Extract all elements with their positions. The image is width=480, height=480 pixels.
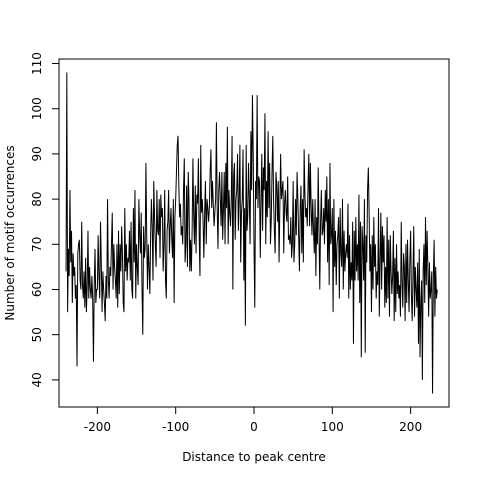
y-axis: 40 50 60 70 80 90 100 110 <box>30 52 60 388</box>
plot-area <box>65 72 438 394</box>
y-tick-label: 50 <box>30 327 44 342</box>
y-tick-label: 60 <box>30 282 44 297</box>
y-tick-label: 80 <box>30 191 44 206</box>
y-tick-label: 90 <box>30 146 44 161</box>
x-tick-label: 0 <box>250 420 258 434</box>
y-tick-label: 100 <box>30 97 44 120</box>
y-tick-label: 70 <box>30 237 44 252</box>
y-tick-label: 40 <box>30 372 44 387</box>
x-axis-label: Distance to peak centre <box>182 450 326 464</box>
y-axis-label: Number of motif occurrences <box>3 145 17 320</box>
x-axis: -200 -100 0 100 200 <box>84 406 422 434</box>
x-tick-label: -100 <box>162 420 189 434</box>
x-tick-label: -200 <box>84 420 111 434</box>
x-tick-label: 100 <box>321 420 344 434</box>
series-line <box>65 72 438 394</box>
x-tick-label: 200 <box>399 420 422 434</box>
y-tick-label: 110 <box>30 52 44 75</box>
